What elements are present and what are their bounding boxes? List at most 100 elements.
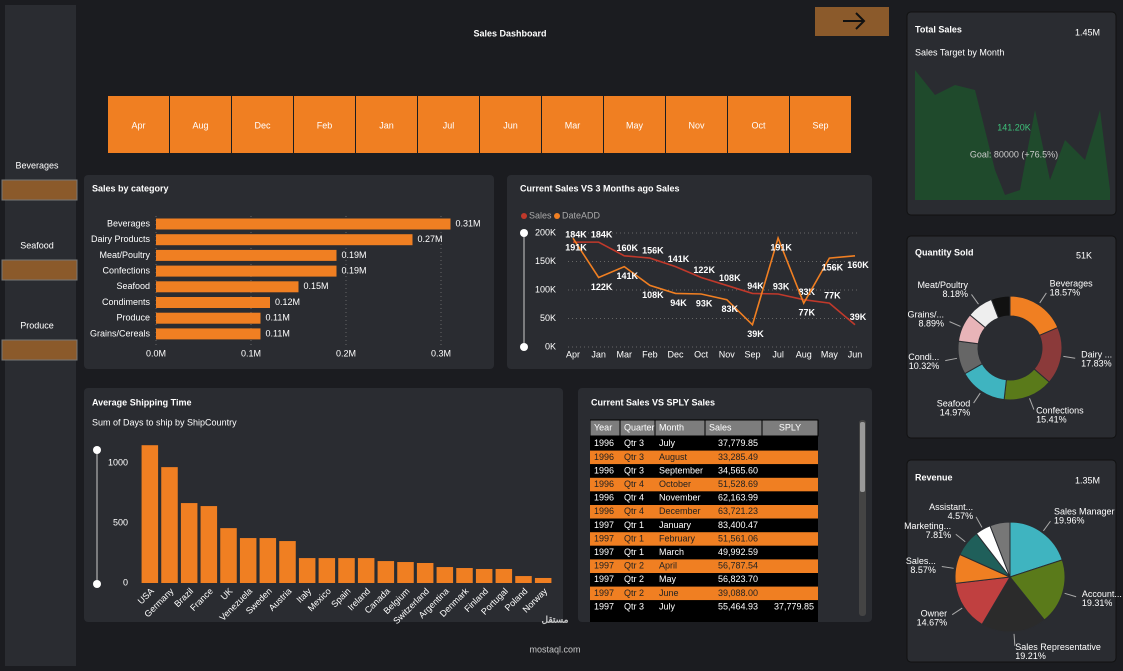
table-cell: 1996	[594, 452, 614, 462]
slice-value: 15.41%	[1036, 414, 1067, 424]
data-label: 93K	[773, 281, 790, 291]
month-label: Dec	[254, 120, 271, 130]
month-button[interactable]	[542, 96, 603, 153]
x-tick-label: May	[821, 349, 839, 359]
slice-value: 14.97%	[940, 407, 971, 417]
column-header: Month	[659, 422, 684, 432]
table-row	[590, 545, 818, 560]
table-title: Current Sales VS SPLY Sales	[591, 397, 715, 407]
y-tick-label: 0	[123, 577, 128, 587]
kpi-title: Revenue	[915, 472, 953, 482]
month-button[interactable]	[170, 96, 231, 153]
legend-marker	[554, 213, 560, 219]
watermark: mostaql.com	[529, 644, 580, 654]
table-cell: Qtr 1	[624, 520, 644, 530]
slice-value: 8.18%	[942, 289, 968, 299]
slicer-box[interactable]	[1, 179, 78, 201]
x-tick-label: Feb	[642, 349, 658, 359]
month-button[interactable]	[480, 96, 541, 153]
y-tick-label: Grains/Cereals	[90, 328, 151, 338]
month-button[interactable]	[232, 96, 293, 153]
legend-label: DateADD	[562, 210, 601, 220]
y-tick-label: Condiments	[102, 297, 151, 307]
month-button[interactable]	[418, 96, 479, 153]
month-label: Jan	[379, 120, 394, 130]
chart-title: Average Shipping Time	[92, 397, 192, 407]
month-label: Nov	[688, 120, 705, 130]
x-tick-label: 0.0M	[146, 348, 166, 358]
table: Year Quarter Month Sales SPLY 1996 Qtr 3 July 37…	[590, 419, 819, 622]
month-button[interactable]	[604, 96, 665, 153]
slice-label: Assistant...	[929, 502, 973, 512]
kpi-title: Quantity Sold	[915, 247, 974, 257]
slice-value: 19.31%	[1082, 598, 1113, 608]
month-button[interactable]	[294, 96, 355, 153]
slice-value: 4.57%	[948, 511, 974, 521]
y-tick-label: Beverages	[107, 218, 151, 228]
slider-handle[interactable]	[93, 580, 101, 588]
table-cell: February	[659, 533, 696, 543]
leader-line	[941, 565, 954, 569]
bar	[456, 568, 473, 583]
bar	[156, 234, 413, 246]
data-label: 83K	[798, 287, 815, 297]
table-cell: January	[659, 520, 692, 530]
scroll-thumb[interactable]	[860, 422, 865, 492]
slicer-label: Seafood	[20, 240, 54, 250]
x-tick-label: 0.3M	[431, 348, 451, 358]
table-cell: Qtr 3	[624, 465, 644, 475]
kpi-subtitle: Sales Target by Month	[915, 47, 1004, 57]
bar	[436, 567, 454, 583]
table-cell: 1997	[594, 601, 614, 611]
slicer-box[interactable]	[1, 259, 78, 281]
slider-handle[interactable]	[520, 343, 528, 351]
slicer-box[interactable]	[1, 339, 78, 361]
y-tick-label: 200K	[535, 227, 556, 237]
month-button[interactable]	[790, 96, 851, 153]
table-cell: 1997	[594, 574, 614, 584]
table-cell: Qtr 2	[624, 588, 644, 598]
month-label: Jul	[443, 120, 455, 130]
slice-value: 8.57%	[910, 565, 936, 575]
target-area	[915, 70, 1110, 200]
y-tick-label: Dairy Products	[91, 234, 151, 244]
bar	[279, 541, 296, 583]
bar	[239, 538, 257, 583]
slice-label: Confections	[1036, 405, 1084, 415]
slice-label: Sales...	[906, 556, 936, 566]
data-label: 191K	[770, 243, 792, 253]
table-cell: 1997	[594, 547, 614, 557]
month-button[interactable]	[108, 96, 169, 153]
table-cell: 1996	[594, 479, 614, 489]
leader-line	[973, 392, 981, 404]
table-row	[590, 518, 818, 533]
leader-line	[1064, 592, 1077, 598]
month-button[interactable]	[356, 96, 417, 153]
data-label: 83K	[722, 304, 739, 314]
month-label: Mar	[565, 120, 581, 130]
data-label: 94K	[747, 281, 764, 291]
x-tick-label: Dec	[668, 349, 685, 359]
column-header: Quarter	[624, 422, 655, 432]
slider-handle[interactable]	[93, 446, 101, 454]
x-tick-label: Apr	[566, 349, 580, 359]
kpi-card	[906, 235, 1117, 439]
table-cell: December	[659, 506, 701, 516]
table-cell: 1996	[594, 438, 614, 448]
month-label: Apr	[131, 120, 145, 130]
table-cell: 1996	[594, 506, 614, 516]
month-button[interactable]	[666, 96, 727, 153]
slice-label: Sales Representative	[1015, 642, 1101, 652]
month-label: May	[626, 120, 644, 130]
month-label: Sep	[812, 120, 828, 130]
leader-line	[949, 321, 961, 327]
data-label: 77K	[824, 290, 841, 300]
leader-line	[1063, 355, 1076, 359]
y-tick-label: 50K	[540, 313, 556, 323]
month-button[interactable]	[728, 96, 789, 153]
x-tick-label: Jan	[591, 349, 606, 359]
kpi-value: 51K	[1076, 250, 1092, 260]
bar	[200, 506, 218, 583]
slice	[989, 521, 1011, 578]
slider-handle[interactable]	[520, 229, 528, 237]
